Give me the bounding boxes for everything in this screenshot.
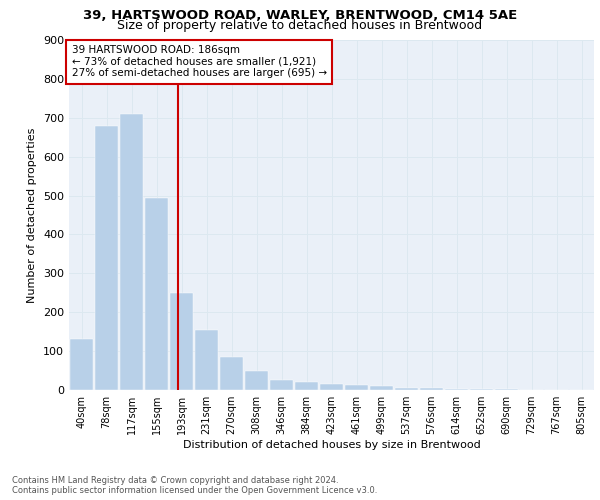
Text: 39, HARTSWOOD ROAD, WARLEY, BRENTWOOD, CM14 5AE: 39, HARTSWOOD ROAD, WARLEY, BRENTWOOD, C… xyxy=(83,9,517,22)
Bar xyxy=(370,386,394,390)
Bar xyxy=(194,330,218,390)
Bar xyxy=(295,382,319,390)
Bar xyxy=(119,114,143,390)
Bar xyxy=(269,380,293,390)
Text: 39 HARTSWOOD ROAD: 186sqm
← 73% of detached houses are smaller (1,921)
27% of se: 39 HARTSWOOD ROAD: 186sqm ← 73% of detac… xyxy=(71,46,327,78)
Bar xyxy=(220,357,244,390)
Bar xyxy=(70,340,94,390)
Y-axis label: Number of detached properties: Number of detached properties xyxy=(28,128,37,302)
X-axis label: Distribution of detached houses by size in Brentwood: Distribution of detached houses by size … xyxy=(182,440,481,450)
Bar xyxy=(145,198,169,390)
Bar xyxy=(320,384,343,390)
Bar xyxy=(445,389,469,390)
Bar xyxy=(344,385,368,390)
Bar xyxy=(494,389,518,390)
Bar xyxy=(95,126,118,390)
Bar xyxy=(245,370,268,390)
Bar xyxy=(470,389,493,390)
Bar xyxy=(419,388,443,390)
Text: Contains HM Land Registry data © Crown copyright and database right 2024.
Contai: Contains HM Land Registry data © Crown c… xyxy=(12,476,377,495)
Bar xyxy=(395,388,418,390)
Text: Size of property relative to detached houses in Brentwood: Size of property relative to detached ho… xyxy=(118,19,482,32)
Bar xyxy=(170,293,193,390)
